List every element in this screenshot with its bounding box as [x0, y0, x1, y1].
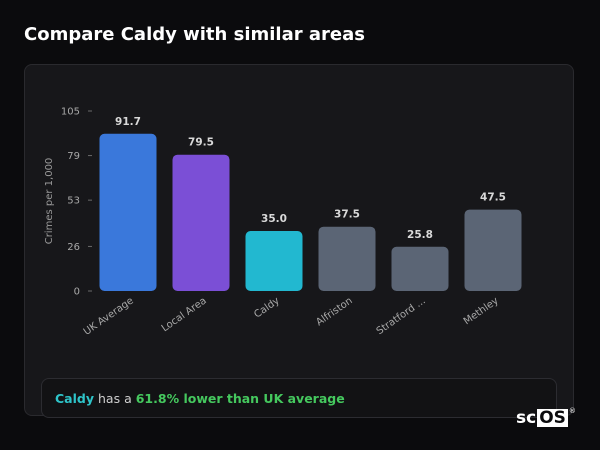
brand-boxed-text: OS: [537, 408, 568, 428]
brand-prefix: sc: [516, 408, 537, 428]
registered-mark: ®: [568, 407, 576, 415]
x-tick-label: Alfriston: [314, 295, 354, 328]
bar: [318, 226, 376, 291]
crime-bar-chart: Crimes per 1,000 0 26 53 79 105 91.7 UK Average…: [44, 107, 522, 338]
callout-area-name: Caldy: [55, 390, 94, 406]
page-title: Compare Caldy with similar areas: [24, 24, 365, 45]
y-tick-label: 53: [67, 196, 80, 207]
bar-value-label: 47.5: [480, 192, 506, 204]
x-tick-label: Local Area: [160, 295, 209, 334]
bar: [391, 246, 449, 291]
y-axis-title: Crimes per 1,000: [44, 158, 55, 245]
bar-value-label: 91.7: [115, 116, 141, 128]
bar-value-label: 25.8: [407, 229, 433, 241]
x-tick-label: Caldy: [252, 295, 281, 320]
bar: [245, 231, 303, 291]
chart-card: Crimes per 1,000 0 26 53 79 105 91.7 UK Average…: [24, 64, 574, 418]
bar: [99, 133, 157, 291]
bar-value-label: 35.0: [261, 213, 287, 225]
x-tick-label: Methley: [462, 295, 501, 327]
x-tick-label: Stratford ...: [375, 295, 428, 337]
x-tick-label: UK Average: [82, 295, 136, 337]
y-tick-label: 26: [67, 242, 80, 253]
y-tick-label: 0: [74, 287, 80, 298]
callout-difference: 61.8% lower than UK average: [135, 390, 345, 406]
bar-value-label: 79.5: [188, 137, 214, 149]
bar: [172, 154, 230, 291]
callout-connector-text: has a: [98, 390, 132, 406]
bar: [464, 209, 522, 291]
brand-logo: sc OS ®: [516, 407, 576, 428]
y-tick-label: 105: [61, 107, 80, 118]
comparison-callout: Caldy has a 61.8% lower than UK average: [41, 378, 557, 418]
y-tick-label: 79: [67, 151, 80, 162]
bar-value-label: 37.5: [334, 209, 360, 221]
